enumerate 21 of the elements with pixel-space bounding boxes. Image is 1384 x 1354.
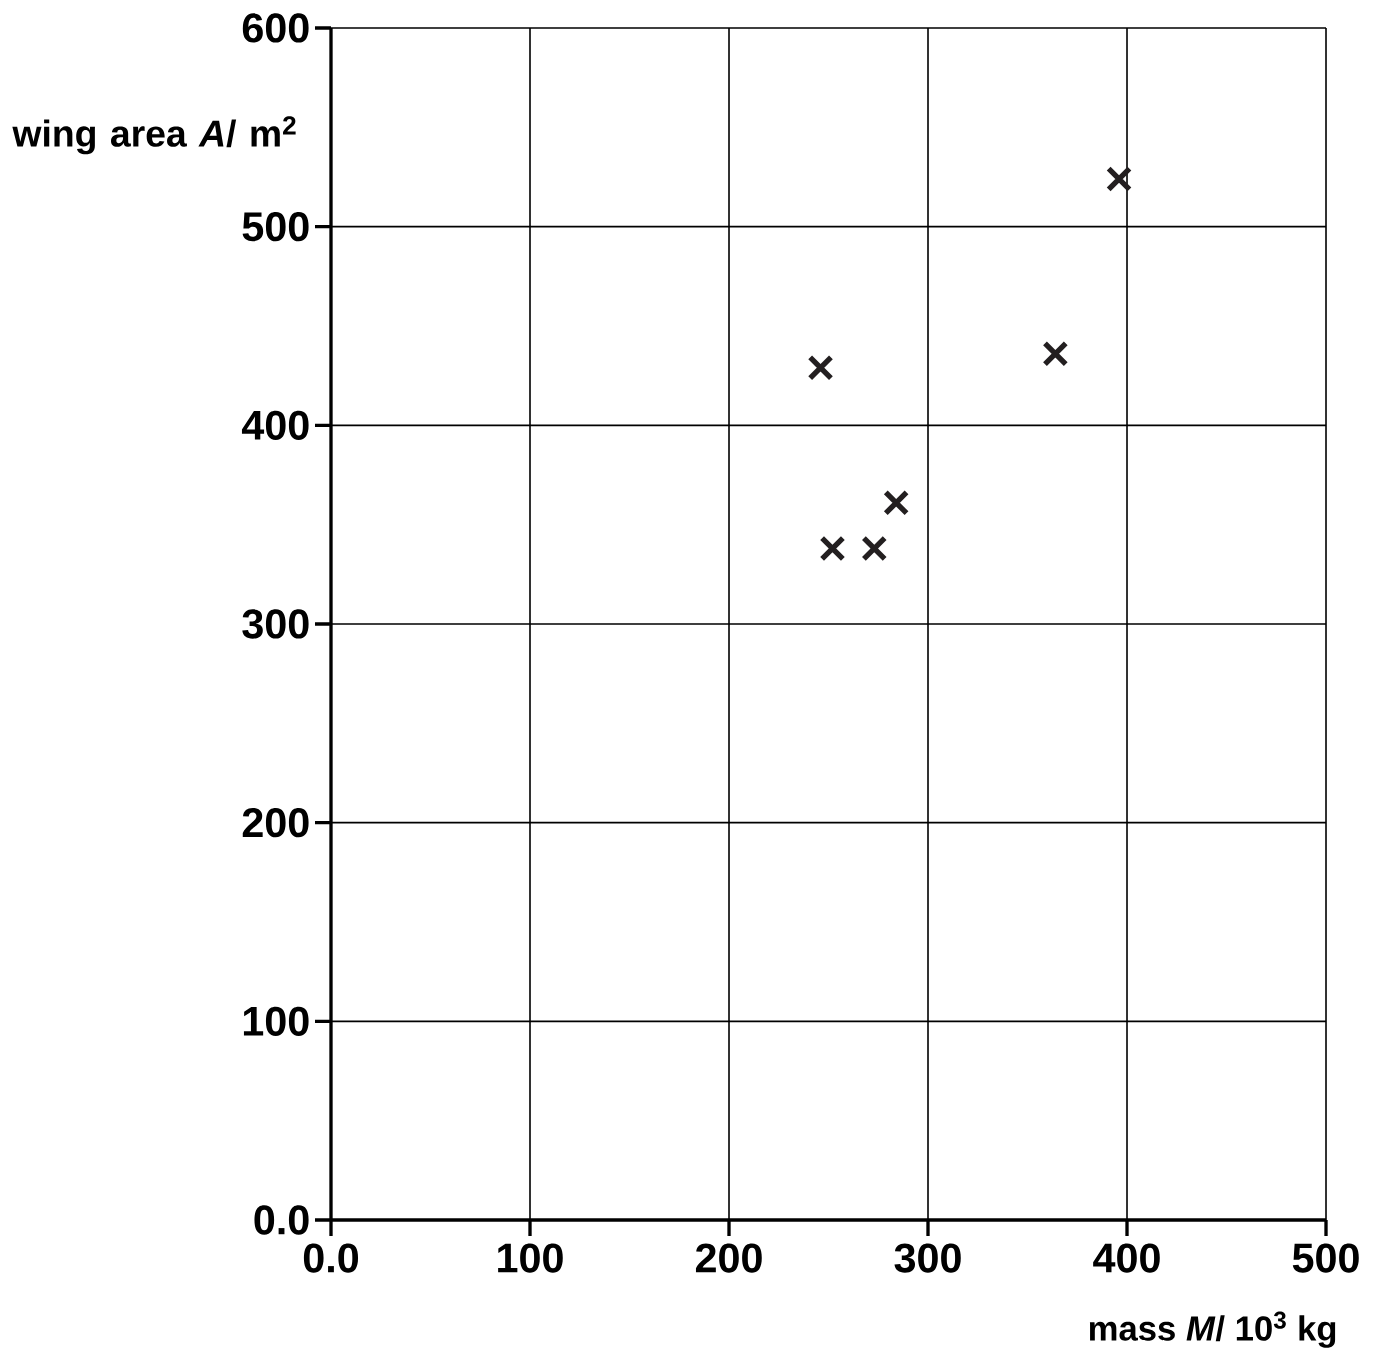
y-tick-label: 300 [242, 609, 309, 639]
y-axis-title: wing area A/ m$^{2}$ [12, 116, 296, 155]
x-tick-label: 400 [1093, 1243, 1160, 1273]
point [1106, 165, 1133, 193]
x-tick-label: 200 [695, 1243, 762, 1273]
x-axis-title: mass M/ 10$^{3}$ kg [1089, 1311, 1336, 1348]
x-tick-label: 300 [894, 1243, 961, 1273]
point [1042, 340, 1069, 367]
y-tick-label: 0.0 [254, 1205, 309, 1235]
x-tick-label: 100 [498, 1243, 563, 1273]
y-tick-label: 100 [243, 1006, 309, 1036]
point [819, 535, 846, 562]
point [807, 354, 834, 381]
y-tick-label: 200 [242, 808, 309, 838]
point [883, 489, 910, 516]
y-tick-label: 400 [241, 410, 309, 440]
x-tick-label: 0.0 [303, 1243, 359, 1273]
x-tick-label: 500 [1292, 1243, 1359, 1273]
y-tick-label: 500 [242, 212, 309, 242]
point [861, 535, 888, 562]
y-tick-label: 600 [242, 13, 309, 43]
